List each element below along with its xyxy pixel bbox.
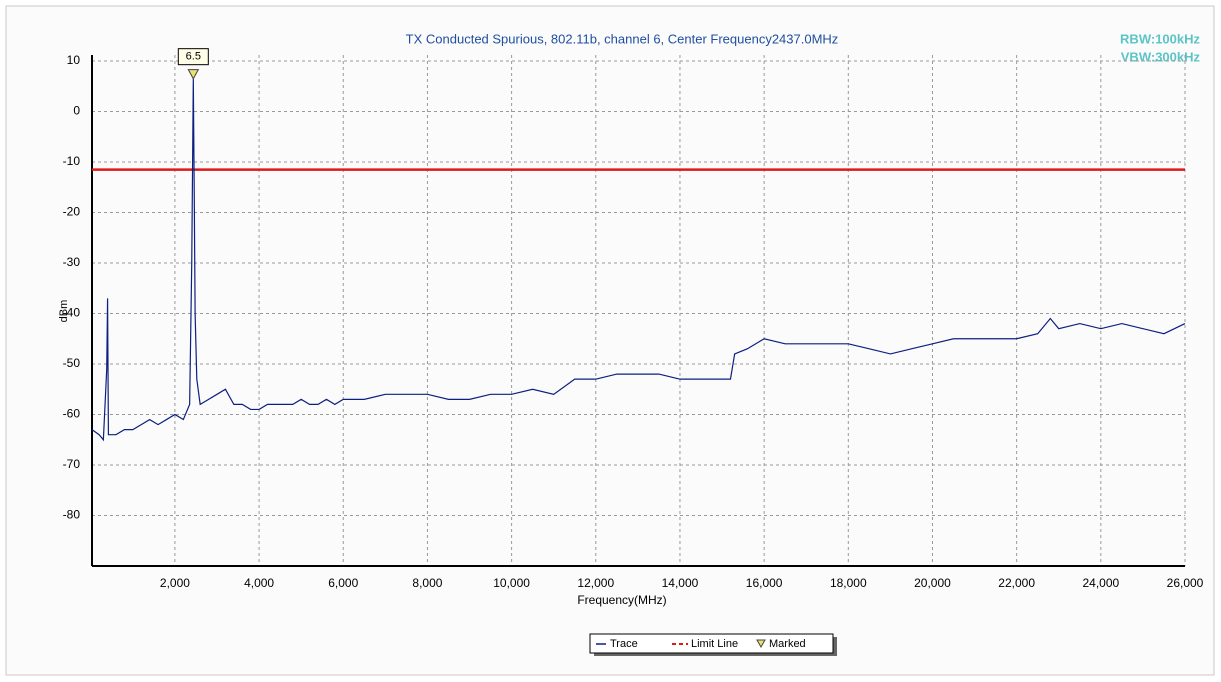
legend-label: Limit Line xyxy=(691,638,738,650)
y-tick-label: -70 xyxy=(63,457,81,471)
x-tick-label: 22,000 xyxy=(998,576,1035,590)
x-axis-label: Frequency(MHz) xyxy=(577,593,666,607)
legend-label: Trace xyxy=(610,638,638,650)
trace xyxy=(91,78,1186,442)
y-tick-label: -50 xyxy=(63,356,81,370)
x-tick-label: 6,000 xyxy=(328,576,358,590)
legend-label: Marked xyxy=(769,638,806,650)
x-tick-label: 10,000 xyxy=(493,576,530,590)
legend-marker-swatch xyxy=(756,639,766,649)
x-tick-label: 24,000 xyxy=(1082,576,1119,590)
y-tick-label: 0 xyxy=(73,104,80,118)
y-tick-label: -80 xyxy=(63,508,81,522)
x-tick-label: 4,000 xyxy=(244,576,274,590)
x-tick-label: 26,000 xyxy=(1167,576,1204,590)
x-tick-label: 8,000 xyxy=(412,576,442,590)
x-tick-label: 20,000 xyxy=(914,576,951,590)
legend-box xyxy=(589,633,834,654)
x-tick-label: 18,000 xyxy=(830,576,867,590)
y-axis-label: dBm xyxy=(58,300,70,323)
rbw: RBW:100kHz xyxy=(1120,31,1200,46)
x-tick-label: 16,000 xyxy=(746,576,783,590)
y-tick-label: -60 xyxy=(63,407,81,421)
y-tick-label: -40 xyxy=(63,306,81,320)
y-tick-label: -10 xyxy=(63,154,81,168)
y-tick-label: 10 xyxy=(67,53,81,67)
marker-label-box xyxy=(177,48,209,66)
y-tick-label: -20 xyxy=(63,205,81,219)
marker xyxy=(187,69,200,80)
chart-title: TX Conducted Spurious, 802.11b, channel … xyxy=(406,31,839,46)
y-tick-label: -30 xyxy=(63,255,81,269)
vbw: VBW:300kHz xyxy=(1121,49,1201,64)
x-tick-label: 12,000 xyxy=(577,576,614,590)
frame xyxy=(5,5,1215,676)
marker-label: 6.5 xyxy=(186,51,201,63)
x-tick-label: 2,000 xyxy=(160,576,190,590)
x-tick-label: 14,000 xyxy=(662,576,699,590)
